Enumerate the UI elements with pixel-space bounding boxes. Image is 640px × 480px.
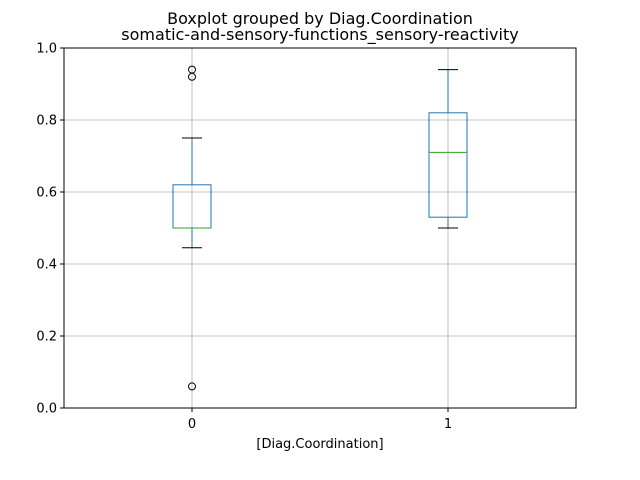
chart-title: Boxplot grouped by Diag.Coordination (167, 9, 473, 28)
box-group-0 (172, 65, 212, 391)
box-iqr (428, 112, 468, 218)
x-tick-label: 1 (444, 417, 452, 432)
chart-subtitle: somatic-and-sensory-functions_sensory-re… (121, 25, 518, 45)
y-tick-label: 0.6 (36, 186, 57, 201)
box-group-1 (428, 69, 468, 229)
y-tick-label: 0.0 (36, 402, 57, 417)
outlier-point (188, 382, 196, 391)
outlier-point (188, 72, 196, 81)
plot-area-frame (63, 47, 577, 409)
x-axis-label: [Diag.Coordination] (256, 437, 383, 452)
y-tick-label: 1.0 (36, 42, 57, 57)
y-tick-label: 0.8 (36, 114, 57, 129)
y-tick-label: 0.4 (36, 258, 57, 273)
y-tick-label: 0.2 (36, 330, 57, 345)
axis-ticks: 0.0 0.2 0.4 0.6 0.8 1.0 0 1 (36, 42, 452, 433)
box-layer (172, 65, 468, 391)
x-tick-label: 0 (188, 417, 196, 432)
